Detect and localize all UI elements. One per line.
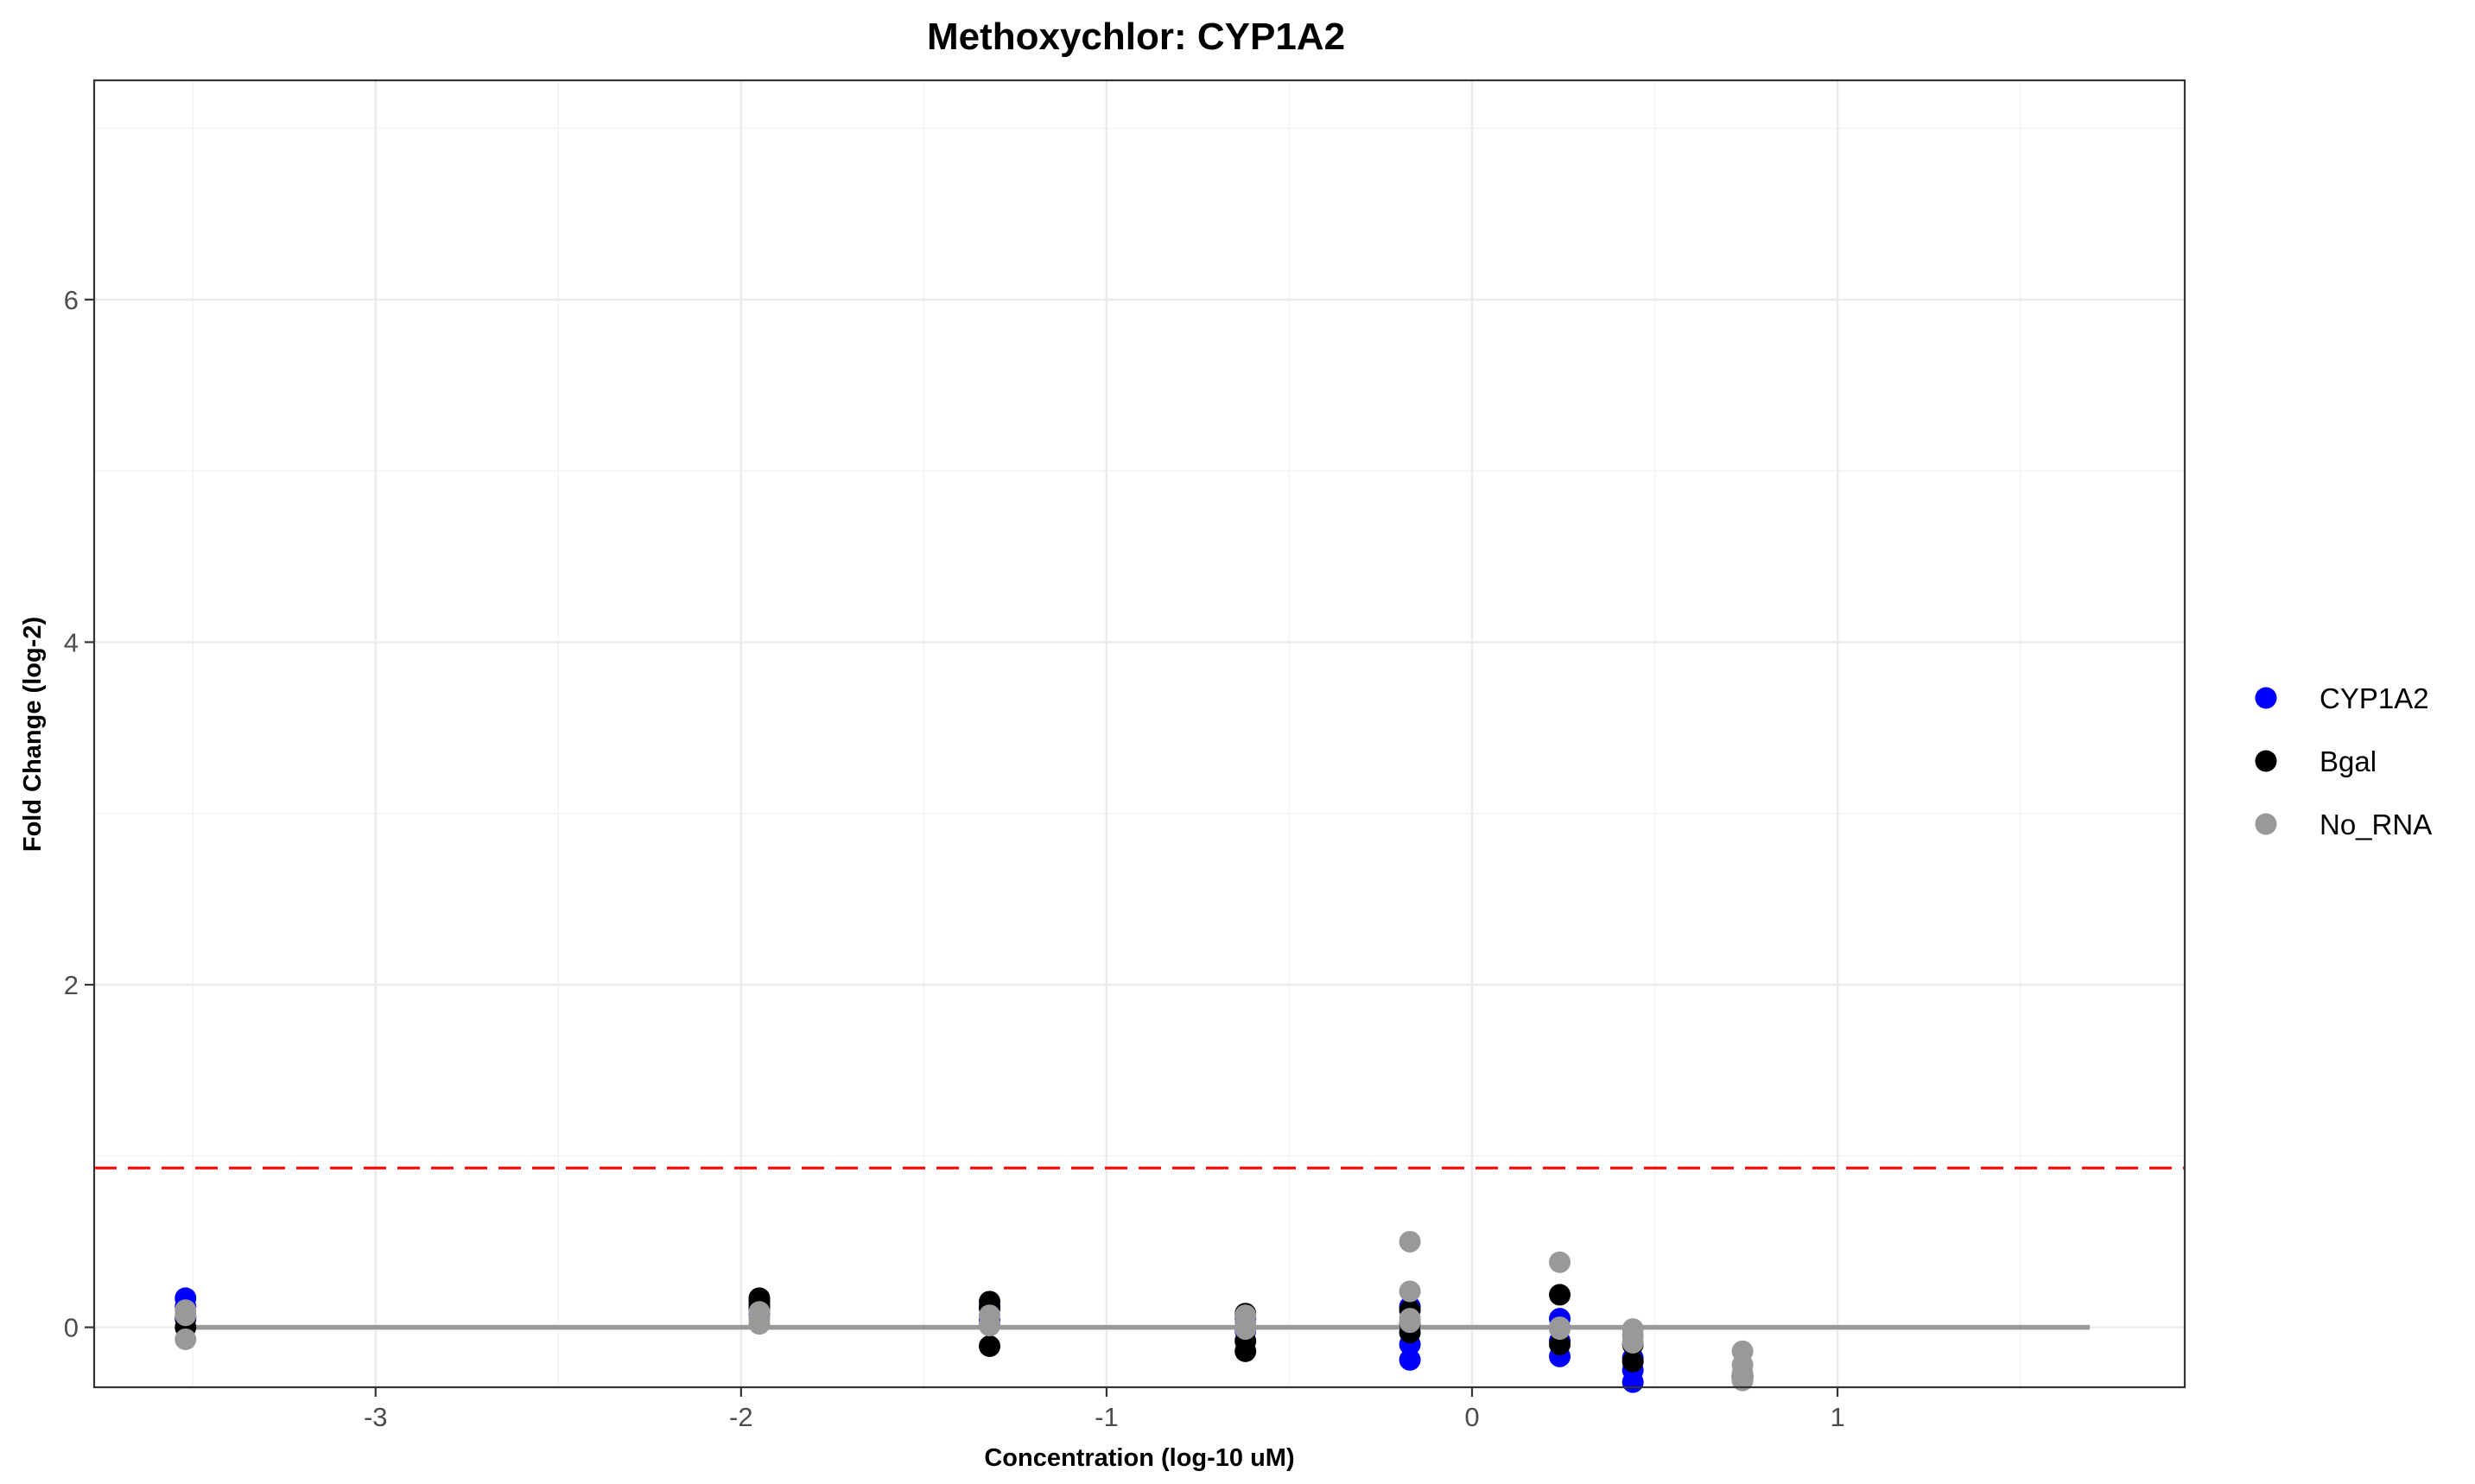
x-tick-label: -3 <box>364 1402 388 1432</box>
y-axis-title: Fold Change (log-2) <box>19 617 47 852</box>
data-point <box>1549 1333 1571 1355</box>
series-no-rna <box>175 1230 1754 1392</box>
legend: CYP1A2 Bgal No_RNA <box>2255 682 2432 840</box>
x-tick-label: -2 <box>729 1402 753 1432</box>
data-point <box>175 1304 197 1327</box>
y-tick-label: 4 <box>64 627 79 657</box>
legend-swatch <box>2255 750 2277 772</box>
legend-item-cyp1a2: CYP1A2 <box>2255 682 2429 714</box>
data-point <box>1399 1280 1421 1303</box>
series-bgal <box>175 1284 1754 1386</box>
data-point <box>1549 1251 1571 1273</box>
data-point <box>1234 1318 1257 1341</box>
plot-border <box>92 79 2186 1389</box>
grid-major <box>94 80 2185 1387</box>
data-point <box>1621 1371 1644 1393</box>
data-point <box>1399 1230 1421 1253</box>
data-point <box>1731 1369 1754 1392</box>
data-point <box>1399 1311 1421 1334</box>
legend-swatch <box>2255 687 2277 709</box>
x-tick-label: 1 <box>1830 1402 1844 1432</box>
data-point <box>175 1328 197 1350</box>
points-layer <box>175 1230 1754 1393</box>
data-point <box>1549 1318 1571 1341</box>
data-point <box>1399 1348 1421 1371</box>
data-point <box>979 1335 1001 1357</box>
x-tick-label: 0 <box>1464 1402 1479 1432</box>
legend-label: Bgal <box>2320 745 2377 777</box>
legend-item-no-rna: No_RNA <box>2255 809 2432 840</box>
data-point <box>1621 1350 1644 1373</box>
legend-label: CYP1A2 <box>2320 682 2429 714</box>
legend-item-bgal: Bgal <box>2255 745 2377 777</box>
y-tick-label: 2 <box>64 970 79 1000</box>
y-axis: 0 2 4 6 <box>64 285 94 1343</box>
x-axis: -3 -2 -1 0 1 <box>364 1387 1845 1432</box>
data-point <box>1621 1331 1644 1354</box>
legend-swatch <box>2255 813 2277 835</box>
data-point <box>748 1313 771 1335</box>
chart-title: Methoxychlor: CYP1A2 <box>927 16 1345 58</box>
plot-panel <box>92 79 2186 1393</box>
grid-minor <box>94 80 2185 1387</box>
y-tick-label: 6 <box>64 285 79 315</box>
x-tick-label: -1 <box>1095 1402 1119 1432</box>
data-point <box>1549 1284 1571 1306</box>
y-tick-label: 0 <box>64 1313 79 1343</box>
legend-label: No_RNA <box>2320 809 2432 840</box>
series-cyp1a2 <box>175 1287 1754 1393</box>
x-axis-title: Concentration (log-10 uM) <box>984 1444 1294 1472</box>
data-point <box>979 1315 1001 1337</box>
data-point <box>1234 1340 1257 1362</box>
